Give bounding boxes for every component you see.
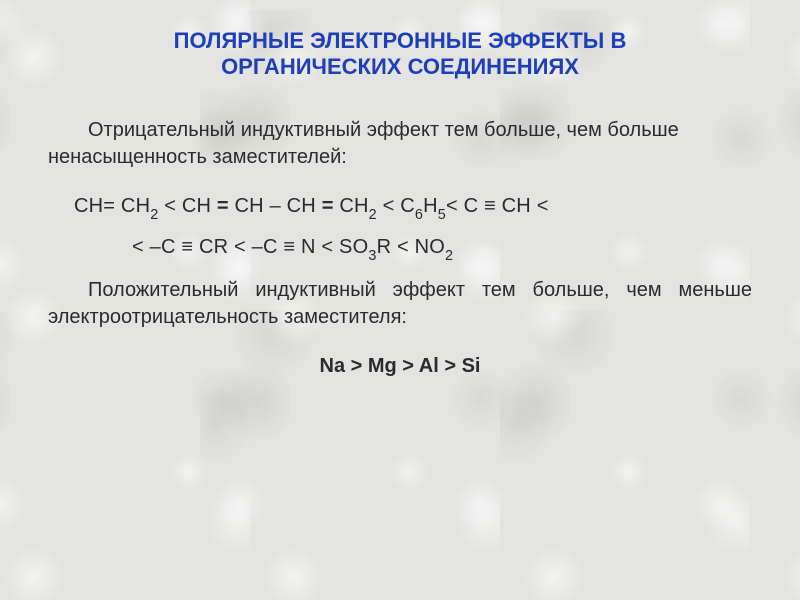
formula-sub: 2 [150, 207, 158, 223]
formula-text: CH – CH [229, 195, 322, 217]
paragraph-negative-inductive: Отрицательный индуктивный эффект тем бол… [48, 117, 752, 171]
paragraph-positive-inductive: Положительный индуктивный эффект тем бол… [48, 277, 752, 331]
slide: ПОЛЯРНЫЕ ЭЛЕКТРОННЫЕ ЭФФЕКТЫ В ОРГАНИЧЕС… [0, 0, 800, 600]
title-line-1: ПОЛЯРНЫЕ ЭЛЕКТРОННЫЕ ЭФФЕКТЫ В [174, 28, 627, 53]
inductive-order-formula-row-1: CH= CH2 < CH = CH – CH = CH2 < C6H5< C ≡… [48, 195, 752, 218]
formula-sub: 5 [438, 207, 446, 223]
formula-sub: 2 [369, 207, 377, 223]
slide-title: ПОЛЯРНЫЕ ЭЛЕКТРОННЫЕ ЭФФЕКТЫ В ОРГАНИЧЕС… [80, 28, 720, 81]
formula-eq: = [217, 195, 229, 217]
title-line-2: ОРГАНИЧЕСКИХ СОЕДИНЕНИЯХ [221, 54, 579, 79]
formula-text: < CH [158, 195, 216, 217]
inductive-order-formula-row-2: < –C ≡ CR < –C ≡ N < SO3R < NO2 [48, 236, 752, 259]
formula-sub: 2 [445, 248, 453, 264]
formula-eq: = [322, 195, 334, 217]
formula-text: H [423, 195, 438, 217]
electronegativity-series: Na > Mg > Al > Si [48, 355, 752, 378]
formula-sub: 6 [415, 207, 423, 223]
formula-text: R < NO [377, 236, 445, 258]
formula-text: < C [377, 195, 415, 217]
formula-text: < C ≡ CH < [446, 195, 549, 217]
formula-text: CH= CH [74, 195, 150, 217]
formula-text: CH [334, 195, 369, 217]
formula-sub: 3 [368, 248, 376, 264]
formula-text: < –C ≡ CR < –C ≡ N < SO [132, 236, 368, 258]
